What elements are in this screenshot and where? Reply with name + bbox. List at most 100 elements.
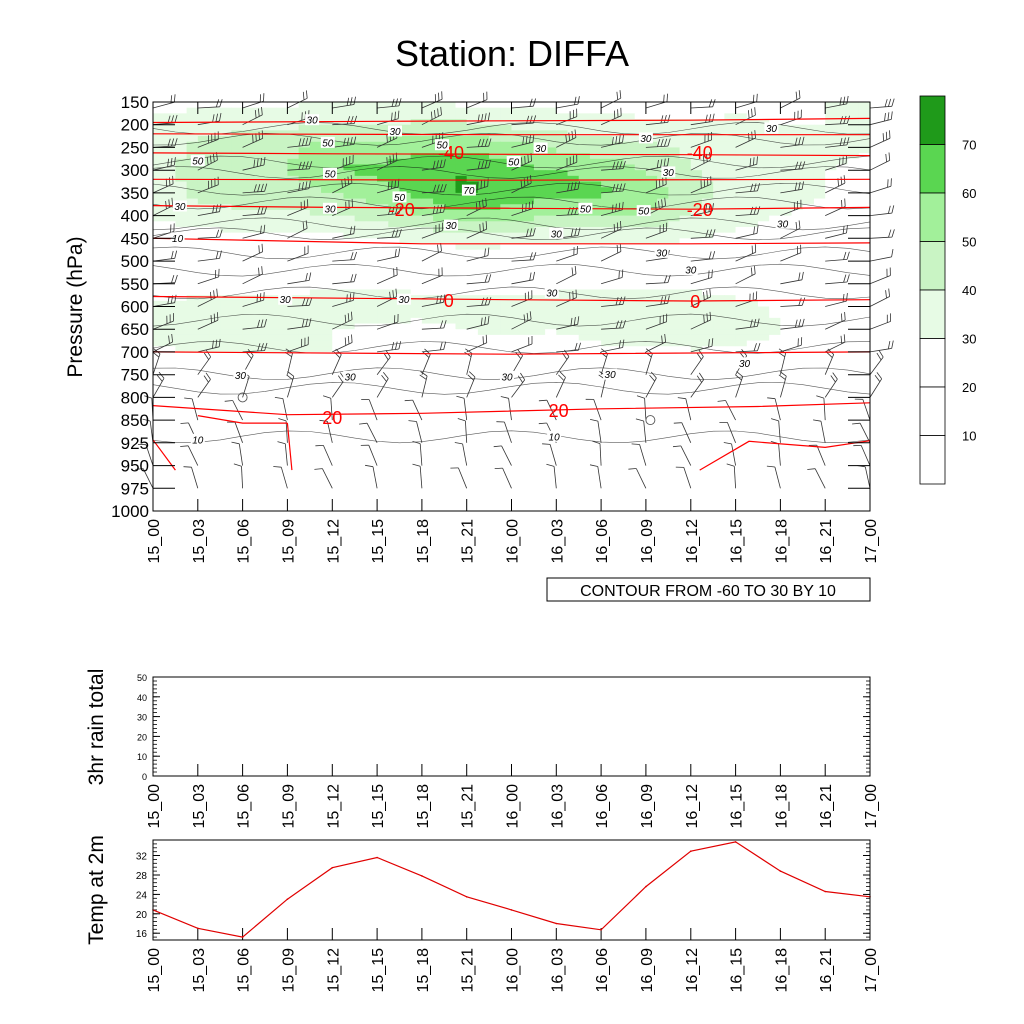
wind-speed-cell	[533, 499, 546, 506]
wind-speed-cell	[567, 136, 580, 143]
wind-speed-cell	[634, 329, 647, 336]
wind-speed-cell	[668, 107, 681, 114]
wind-speed-cell	[231, 488, 244, 495]
wind-speed-cell	[567, 317, 580, 325]
wind-speed-cell	[231, 136, 244, 143]
wind-speed-cell	[634, 442, 647, 450]
wind-speed-cell	[399, 351, 412, 359]
wind-speed-cell	[713, 499, 725, 506]
wind-speed-cell	[769, 414, 781, 421]
wind-speed-cell	[175, 300, 188, 308]
wind-speed-cell	[746, 192, 759, 200]
wind-speed-cell	[455, 363, 468, 370]
wind-speed-cell	[466, 175, 479, 183]
wind-speed-cell	[769, 442, 781, 450]
wind-speed-cell	[769, 283, 781, 291]
wind-barb-staff	[690, 139, 712, 148]
wind-speed-cell	[578, 164, 591, 171]
wind-speed-cell	[679, 363, 692, 370]
wind-speed-cell	[757, 340, 770, 347]
wind-speed-cell	[455, 204, 468, 211]
wind-speed-cell	[668, 187, 681, 194]
wind-speed-cell	[623, 289, 636, 296]
wind-speed-cell	[153, 505, 165, 512]
wind-speed-cell	[578, 181, 591, 188]
wind-speed-cell	[164, 471, 176, 478]
wind-barb-feather	[219, 99, 223, 107]
wind-speed-cell	[802, 408, 815, 416]
wind-speed-cell	[298, 403, 311, 410]
wind-speed-cell	[410, 465, 423, 472]
wind-speed-cell	[690, 493, 703, 501]
wind-speed-cell	[556, 289, 569, 296]
wind-speed-cell	[399, 391, 412, 398]
wind-speed-cell	[757, 431, 770, 438]
wind-speed-cell	[791, 124, 804, 131]
wind-barb-feather	[888, 98, 892, 107]
wind-speed-cell	[354, 442, 367, 450]
wind-speed-cell	[713, 368, 725, 376]
wind-speed-cell	[858, 380, 871, 387]
wind-speed-cell	[511, 488, 524, 495]
wind-speed-cell	[399, 363, 412, 370]
wind-speed-cell	[813, 295, 826, 302]
wind-speed-cell	[836, 397, 849, 404]
wind-speed-cell	[455, 175, 468, 183]
wind-speed-cell	[276, 454, 289, 461]
wind-speed-cell	[522, 391, 535, 398]
wind-speed-cell	[847, 346, 860, 353]
wind-speed-cell	[242, 238, 255, 245]
wind-speed-cell	[802, 249, 815, 256]
wind-speed-cell	[746, 278, 759, 285]
wind-speed-cell	[220, 244, 233, 251]
wind-speed-cell	[220, 323, 233, 330]
wind-speed-cell	[701, 334, 714, 342]
wind-speed-cell	[332, 459, 345, 467]
wind-speed-cell	[657, 499, 669, 506]
wind-speed-cell	[645, 340, 658, 347]
wind-speed-cell	[287, 425, 300, 433]
wind-speed-cell	[354, 113, 367, 120]
wind-speed-cell	[388, 374, 401, 381]
wind-speed-cell	[522, 329, 535, 336]
wind-speed-cell	[847, 329, 860, 336]
wind-speed-cell	[321, 363, 333, 370]
wind-speed-cell	[645, 499, 658, 506]
wind-speed-cell	[500, 249, 513, 256]
wind-speed-cell	[589, 232, 602, 239]
wind-speed-cell	[813, 266, 826, 274]
wind-speed-cell	[724, 198, 737, 205]
wind-speed-cell	[175, 334, 188, 342]
wind-speed-cell	[455, 164, 468, 171]
wind-speed-cell	[825, 420, 837, 427]
wind-speed-cell	[209, 147, 221, 154]
wind-speed-cell	[791, 164, 804, 171]
wind-speed-cell	[724, 340, 737, 347]
wind-barb-feather	[756, 93, 758, 102]
wind-speed-cell	[298, 363, 311, 370]
wind-speed-cell	[825, 363, 837, 370]
wind-speed-cell	[757, 505, 770, 512]
wind-speed-cell	[847, 215, 860, 222]
wind-speed-cell	[567, 119, 580, 126]
wind-speed-cell	[813, 403, 826, 410]
wind-speed-cell	[242, 170, 255, 177]
wind-speed-cell	[410, 363, 423, 370]
wind-speed-cell	[321, 198, 333, 205]
wind-speed-cell	[690, 437, 703, 444]
wind-speed-cell	[153, 198, 165, 205]
wind-speed-cell	[354, 323, 367, 330]
wind-speed-cell	[601, 107, 613, 114]
wind-speed-cell	[231, 272, 244, 279]
wind-speed-cell	[220, 306, 233, 313]
wind-speed-cell	[455, 505, 468, 512]
wind-speed-cell	[197, 499, 210, 506]
wind-speed-cell	[769, 232, 781, 239]
wind-speed-cell	[858, 141, 871, 149]
wind-speed-cell	[421, 158, 434, 166]
wind-speed-cell	[421, 329, 434, 336]
wind-speed-cell	[153, 244, 165, 251]
wind-speed-cell	[836, 334, 849, 342]
wind-speed-cell	[242, 368, 255, 376]
wind-speed-cell	[220, 386, 233, 393]
